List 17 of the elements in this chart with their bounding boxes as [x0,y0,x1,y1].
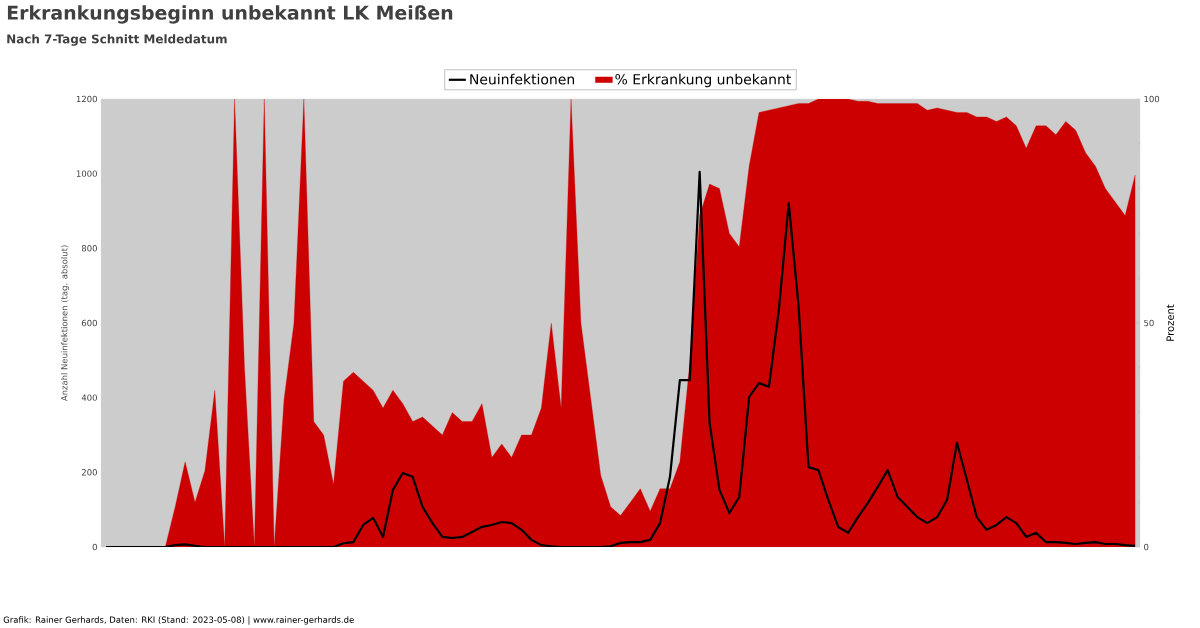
y2-axis-title: Prozent [1166,304,1174,341]
y2-tick-label: 100 [1144,95,1160,103]
y2-tick-label: 0 [1144,543,1149,551]
y-tick-label: 200 [81,469,97,476]
y-tick-label: 600 [81,319,97,327]
legend-label: Neuinfektionen [470,73,575,85]
chart-subtitle: Nach 7-Tage Schnitt Meldedatum [7,34,227,46]
y-tick-label: 0 [92,543,97,551]
y-axis-title: Anzahl Neuinfektionen (tag. absolut) [60,245,70,402]
y-tick-label: 800 [81,245,97,252]
y-tick-label: 1200 [76,95,97,103]
chart-title: Erkrankungsbeginn unbekannt LK Meißen [7,5,453,24]
y-tick-label: 400 [81,394,97,401]
y2-tick-label: 50 [1144,319,1154,327]
text: Grafik: Rainer Gerhards, Daten: RKI (Stand: 2023-05-08) | www.rainer-gerhards.de [3,616,354,625]
legend-label: % Erkrankung unbekannt [615,73,791,88]
y-tick-label: 1000 [76,170,97,177]
